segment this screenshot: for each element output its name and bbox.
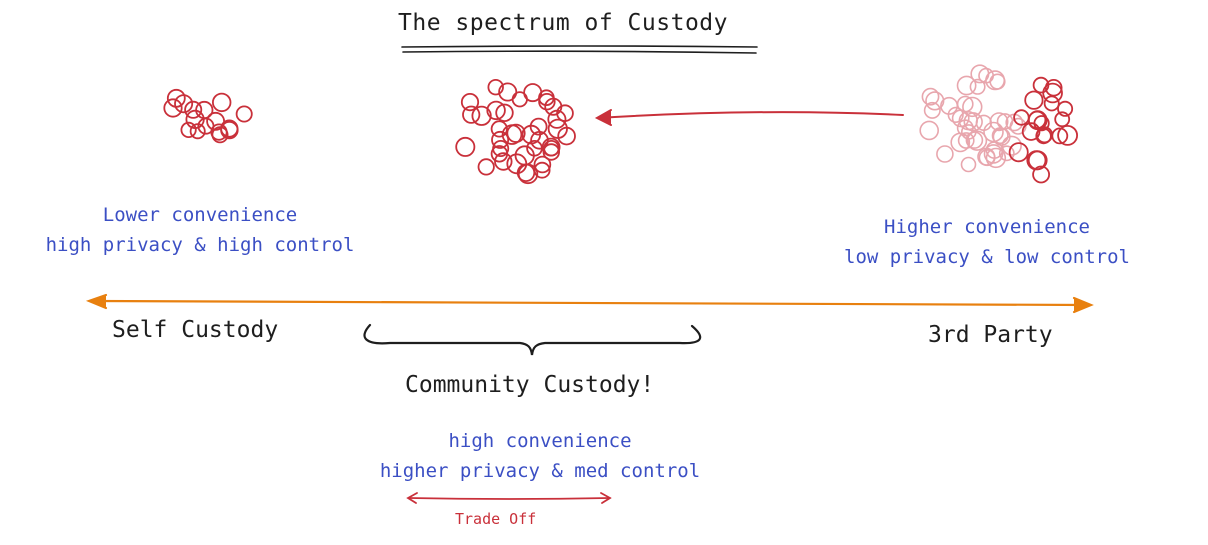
sketch-circle (184, 100, 203, 119)
sketch-circle (969, 78, 986, 95)
sketch-circle (544, 97, 563, 116)
sketch-circle (538, 89, 555, 106)
community-privacy-control: higher privacy & med control (379, 460, 701, 482)
sketch-circle (506, 153, 528, 175)
sketch-circle (956, 75, 977, 96)
sketch-circle (477, 158, 495, 176)
sketch-circle (542, 143, 561, 161)
sketch-circle (1032, 76, 1050, 94)
sketch-circle (919, 120, 940, 141)
sketch-circle (1008, 142, 1029, 163)
sketch-circle (491, 130, 510, 149)
sketch-circle (1021, 122, 1041, 141)
sketch-circle (495, 103, 514, 123)
sketch-circle (947, 106, 964, 123)
sketch-circle (1043, 95, 1060, 112)
sketch-circle (1024, 90, 1044, 110)
sketch-circle (956, 95, 974, 113)
cluster-third-party-faded (919, 64, 1027, 173)
sketch-circle (958, 110, 978, 131)
cluster-community-custody (455, 78, 576, 185)
sketch-circle (1054, 111, 1071, 128)
trade-off-arrow (406, 492, 612, 504)
sketch-circle (220, 120, 239, 140)
sketch-circle (471, 105, 492, 126)
sketch-circle (517, 163, 539, 185)
sketch-circle (197, 117, 215, 135)
migration-arrow (594, 109, 904, 126)
community-custody-label: Community Custody! (405, 372, 655, 398)
sketch-circle (533, 155, 552, 174)
self-custody-description: Lower convenience high privacy & high co… (40, 200, 360, 260)
sketch-circle (462, 105, 481, 124)
sketch-circle (163, 98, 183, 118)
sketch-circle (501, 124, 523, 145)
sketch-circle (1044, 79, 1063, 97)
sketch-circle (543, 139, 560, 157)
sketch-circle (957, 132, 975, 149)
community-brace (363, 323, 702, 356)
sketch-circle (1027, 110, 1048, 131)
third-party-privacy-control: low privacy & low control (844, 246, 1130, 268)
sketch-circle (998, 145, 1015, 162)
sketch-circle (1051, 127, 1069, 145)
sketch-circle (494, 152, 513, 171)
cluster-self-custody (163, 88, 253, 144)
sketch-circle (1057, 124, 1078, 146)
sketch-circle (529, 117, 548, 136)
sketch-circle (180, 121, 197, 138)
sketch-circle (506, 123, 526, 143)
sketch-circle (936, 145, 954, 163)
sketch-circle (1026, 150, 1047, 171)
page-title: The spectrum of Custody (398, 10, 728, 36)
community-custody-description: high convenience higher privacy & med co… (365, 426, 715, 486)
self-custody-label: Self Custody (112, 317, 279, 343)
sketch-circle (235, 105, 253, 123)
sketch-circle (460, 93, 480, 112)
title-underline (401, 45, 758, 54)
trade-off-label: Trade Off (455, 510, 537, 528)
sketch-circle (533, 161, 551, 179)
sketch-circle (538, 92, 556, 111)
community-convenience: high convenience (448, 430, 632, 452)
sketch-circle (530, 131, 549, 150)
sketch-circle (977, 147, 996, 166)
spectrum-axis (85, 293, 1094, 314)
third-party-label: 3rd Party (928, 322, 1053, 348)
sketch-circle (921, 87, 940, 106)
sketch-circle (455, 136, 476, 157)
sketch-circle (962, 96, 983, 118)
sketch-circle (1057, 100, 1074, 117)
sketch-circle (211, 92, 232, 113)
sketch-circle (992, 127, 1011, 146)
sketch-circle (511, 91, 528, 108)
sketch-circle (966, 130, 988, 151)
sketch-circle (174, 94, 194, 114)
sketch-circle (547, 109, 567, 129)
sketch-circle (487, 78, 504, 96)
third-party-convenience: Higher convenience (884, 216, 1090, 238)
sketch-circle (940, 96, 959, 115)
sketch-circle (1032, 165, 1050, 184)
sketch-circle (923, 101, 941, 119)
sketch-circle (989, 112, 1009, 132)
sketch-circle (490, 120, 508, 138)
self-custody-privacy-control: high privacy & high control (45, 234, 355, 256)
sketch-circle (557, 126, 576, 146)
sketch-circle (985, 147, 1007, 169)
sketch-circle (486, 100, 506, 121)
sketch-circle (960, 156, 977, 173)
cluster-third-party (1008, 76, 1078, 184)
sketch-circle (989, 73, 1006, 90)
third-party-description: Higher convenience low privacy & low con… (832, 212, 1142, 272)
sketch-circle (492, 139, 510, 157)
self-custody-convenience: Lower convenience (102, 204, 298, 226)
